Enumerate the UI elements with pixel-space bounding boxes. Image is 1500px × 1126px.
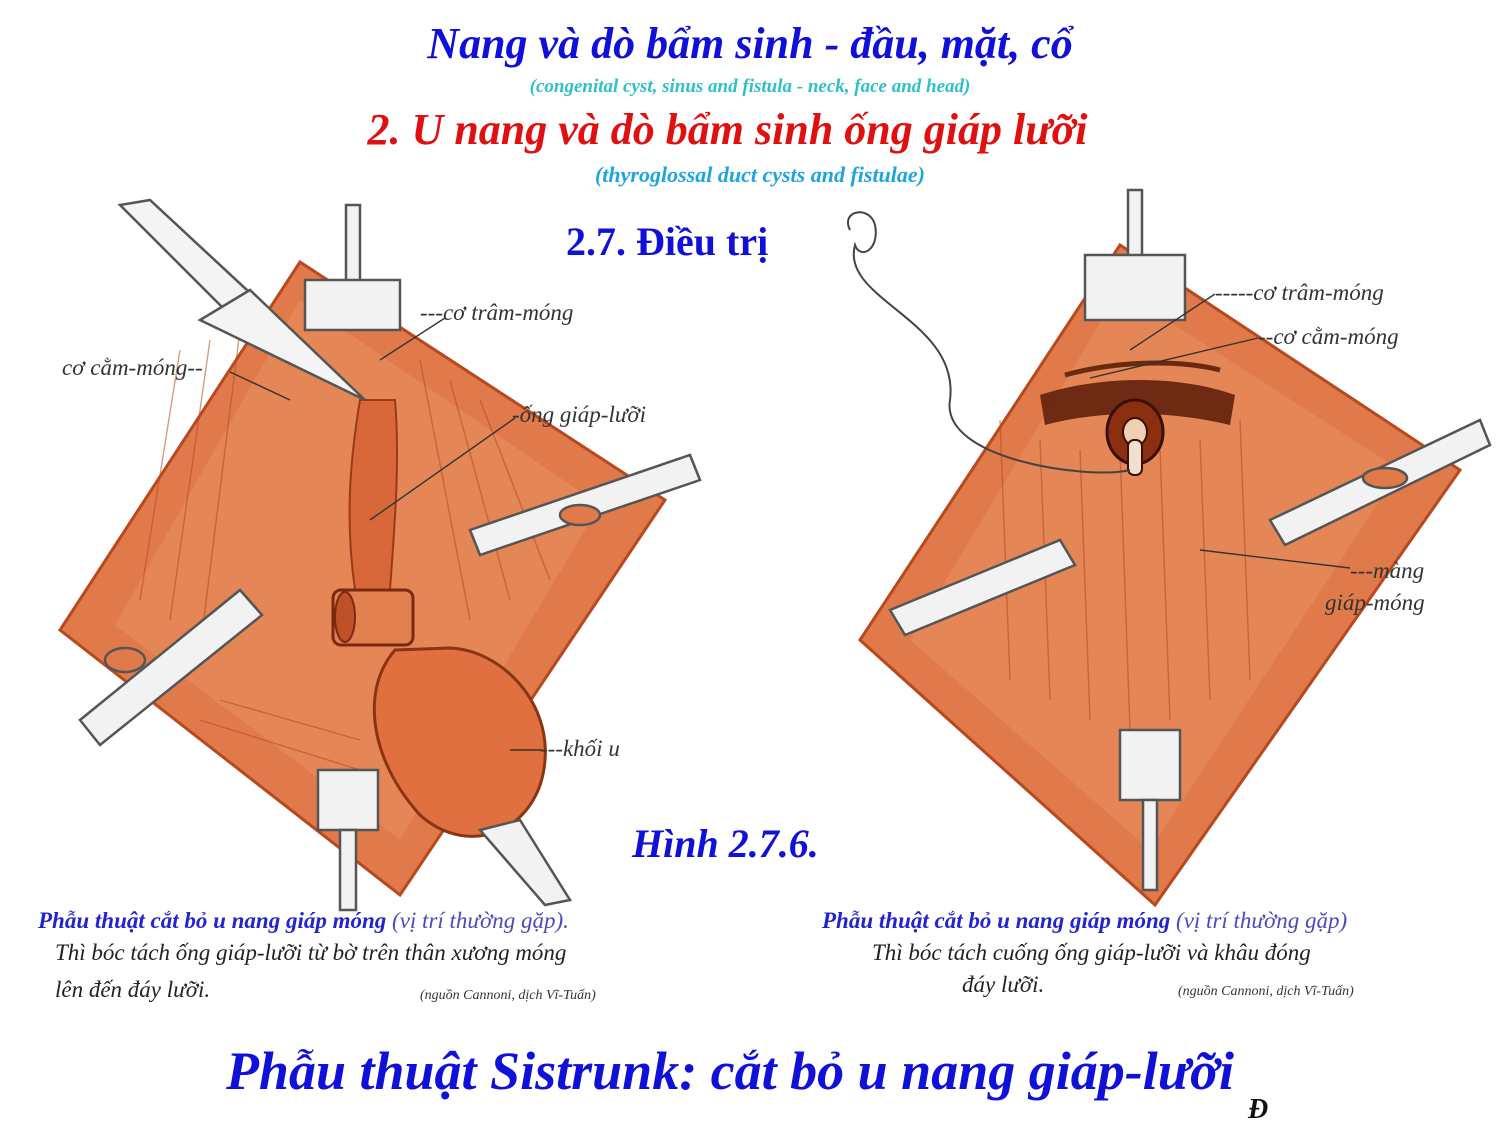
right-caption-line-2: đáy lưỡi. [962,972,1045,997]
slide-title-english: (congenital cyst, sinus and fistula - ne… [529,76,971,97]
right-caption-title: Phẫu thuật cắt bỏ u nang giáp móng (vị t… [822,908,1347,934]
left-caption-title-paren: (vị trí thường gặp). [392,908,569,933]
slide-subtitle-english: (thyroglossal duct cysts and fistulae) [594,162,925,187]
footer-title: Phẫu thuật Sistrunk: cắt bỏ u nang giáp-… [225,1041,1235,1101]
section-heading: 2.7. Điều trị [566,219,769,264]
right-label-stylohyoid: -----cơ trâm-móng [1215,280,1384,305]
right-label-membrane-1: ---màng [1350,558,1425,583]
left-label-duct: -ống giáp-lưỡi [512,402,647,427]
left-label-geniohyoid: cơ cằm-móng-- [62,355,203,380]
left-caption-title-main: Phẫu thuật cắt bỏ u nang giáp móng [38,908,387,933]
right-caption-title-main: Phẫu thuật cắt bỏ u nang giáp móng [822,908,1171,933]
right-label-membrane-2: giáp-móng [1325,590,1425,615]
left-caption-line-2: lên đến đáy lưỡi. [55,977,211,1002]
right-caption-line-1: Thì bóc tách cuống ống giáp-lưỡi và khâu… [872,940,1311,965]
corner-mark: Đ [1248,1094,1269,1125]
left-caption-line-1: Thì bóc tách ống giáp-lưỡi từ bờ trên th… [55,940,567,965]
right-caption-title-paren: (vị trí thường gặp) [1176,908,1348,933]
slide-title: Nang và dò bẩm sinh - đầu, mặt, cổ [427,19,1073,68]
left-caption-title: Phẫu thuật cắt bỏ u nang giáp móng (vị t… [38,908,569,934]
left-label-stylohyoid: ---cơ trâm-móng [420,300,574,325]
right-caption-source: (nguồn Cannoni, dịch Vĩ-Tuấn) [1178,984,1354,999]
right-label-geniohyoid: --cơ cằm-móng [1258,324,1399,349]
left-caption-source: (nguồn Cannoni, dịch Vĩ-Tuấn) [420,988,596,1003]
slide-subtitle: 2. U nang và dò bẩm sinh ống giáp lưỡi [367,105,1088,154]
figure-number: Hình 2.7.6. [632,821,819,866]
left-label-mass: ---khối u [540,736,620,761]
